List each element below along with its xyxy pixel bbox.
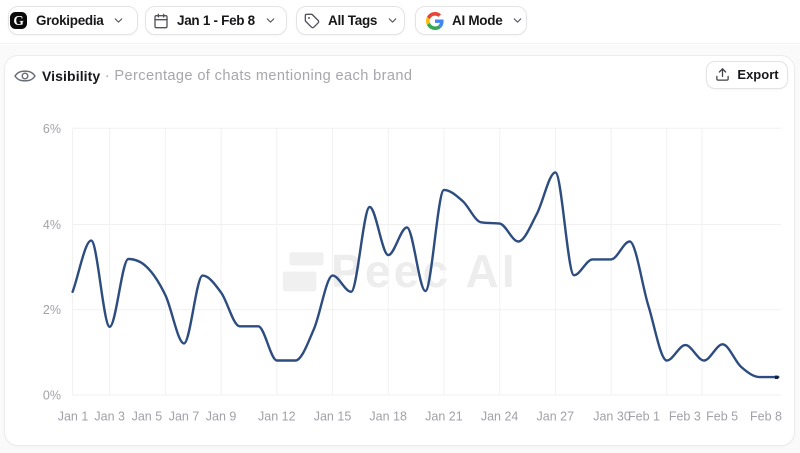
svg-text:4%: 4%: [43, 218, 61, 232]
svg-text:Jan 1: Jan 1: [58, 410, 89, 424]
svg-text:2%: 2%: [43, 303, 61, 317]
svg-text:Jan 30: Jan 30: [593, 410, 631, 424]
svg-text:Jan 7: Jan 7: [169, 410, 200, 424]
svg-text:Feb 5: Feb 5: [706, 410, 738, 424]
svg-text:Jan 27: Jan 27: [537, 410, 575, 424]
svg-text:Feb 1: Feb 1: [628, 410, 660, 424]
svg-text:Feb 8: Feb 8: [750, 410, 782, 424]
svg-text:Jan 3: Jan 3: [94, 410, 125, 424]
svg-text:Jan 9: Jan 9: [206, 410, 237, 424]
svg-text:0%: 0%: [43, 388, 61, 402]
svg-text:Jan 5: Jan 5: [132, 410, 163, 424]
svg-text:Jan 12: Jan 12: [258, 410, 296, 424]
svg-text:Jan 24: Jan 24: [481, 410, 519, 424]
svg-text:Jan 15: Jan 15: [314, 410, 352, 424]
svg-text:6%: 6%: [43, 122, 61, 136]
svg-text:G: G: [13, 13, 24, 28]
svg-text:Feb 3: Feb 3: [669, 410, 701, 424]
svg-text:Jan 21: Jan 21: [425, 410, 463, 424]
svg-text:Jan 18: Jan 18: [369, 410, 407, 424]
